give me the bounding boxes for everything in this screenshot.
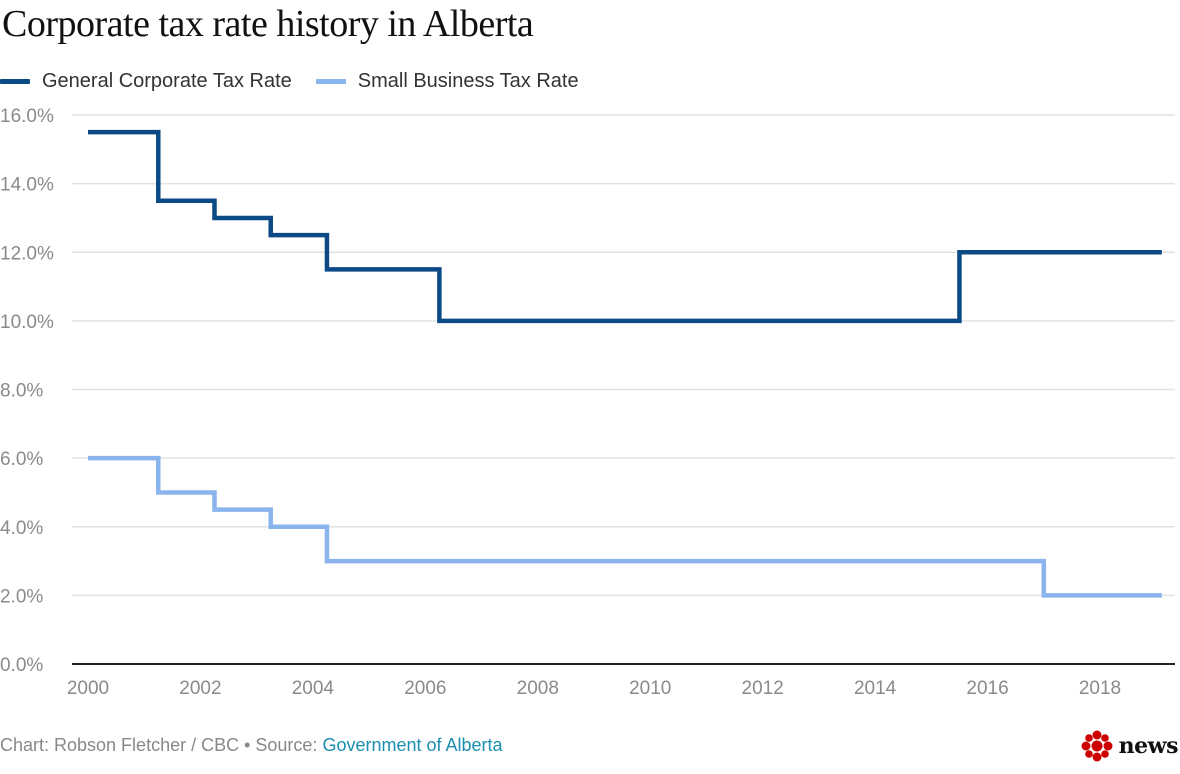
chart-title: Corporate tax rate history in Alberta (2, 3, 534, 45)
x-tick-label: 2018 (1079, 678, 1121, 699)
x-tick-label: 2012 (742, 678, 784, 699)
source-link[interactable]: Government of Alberta (322, 735, 503, 755)
legend-item-general: General Corporate Tax Rate (0, 70, 292, 93)
y-tick-label: 14.0% (0, 175, 54, 196)
series-line-general (88, 129, 1162, 324)
legend-item-small-business: Small Business Tax Rate (315, 70, 579, 93)
cbc-news-logo: news (1079, 730, 1179, 762)
y-tick-label: 4.0% (0, 518, 43, 539)
legend: General Corporate Tax Rate Small Busines… (0, 70, 603, 93)
x-tick-label: 2000 (67, 678, 109, 699)
y-tick-label: 8.0% (0, 381, 43, 402)
x-tick-label: 2010 (629, 678, 671, 699)
legend-label-general: General Corporate Tax Rate (42, 70, 292, 92)
x-tick-label: 2002 (179, 678, 221, 699)
legend-swatch-small-business (315, 79, 346, 84)
y-tick-label: 12.0% (0, 243, 54, 264)
x-tick-label: 2004 (292, 678, 335, 699)
legend-swatch-general (0, 79, 30, 84)
y-tick-label: 16.0% (0, 106, 54, 127)
x-tick-label: 2016 (966, 678, 1008, 699)
y-tick-label: 10.0% (0, 312, 54, 333)
legend-label-small-business: Small Business Tax Rate (357, 70, 579, 92)
x-tick-label: 2014 (854, 678, 897, 699)
x-tick-label: 2008 (517, 678, 559, 699)
cbc-gem-icon (1081, 730, 1113, 762)
brand-name: news (1118, 733, 1179, 759)
series-line-small-business (88, 455, 1162, 598)
chart-credit: Chart: Robson Fletcher / CBC • Source: (0, 735, 323, 755)
y-tick-label: 6.0% (0, 449, 43, 470)
x-tick-label: 2006 (404, 678, 446, 699)
chart-footer: Chart: Robson Fletcher / CBC • Source: G… (0, 735, 503, 756)
y-tick-label: 2.0% (0, 586, 43, 607)
line-chart: 0.0% 2.0% 4.0% 6.0% 8.0% 10.0% 12.0% 14.0% 16.0%… (0, 106, 1175, 699)
y-tick-label: 0.0% (0, 655, 43, 676)
